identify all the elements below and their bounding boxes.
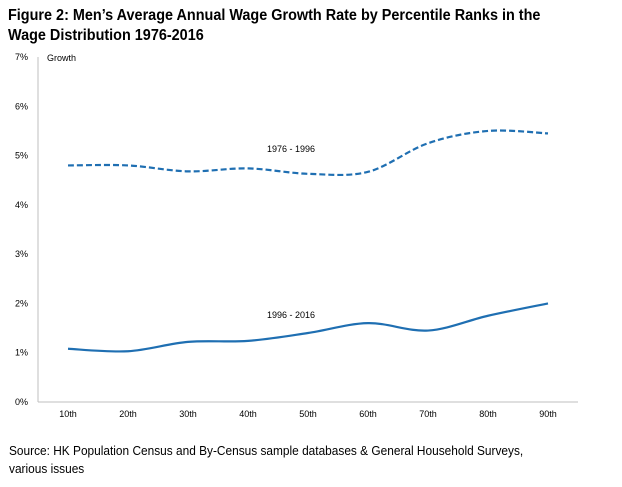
- series-1-point: [127, 350, 129, 352]
- series-1-point: [187, 341, 189, 343]
- y-axis-ticks: 0% 1% 2% 3% 4% 5% 6% 7%: [15, 52, 28, 407]
- figure-title-line-2: Wage Distribution 1976-2016: [8, 27, 204, 44]
- y-tick-label: 7%: [15, 52, 28, 62]
- x-tick-label: 60th: [359, 409, 377, 419]
- y-tick-label: 3%: [15, 249, 28, 259]
- y-tick-label: 6%: [15, 101, 28, 111]
- series-0-point: [67, 164, 69, 166]
- y-tick-label: 0%: [15, 397, 28, 407]
- series-0-point: [187, 170, 189, 172]
- figure-title-line-1: Figure 2: Men’s Average Annual Wage Grow…: [8, 7, 541, 24]
- y-axis-label: Growth: [47, 53, 76, 63]
- source-note-line-2: various issues: [9, 462, 85, 476]
- x-axis-ticks: 10th 20th 30th 40th 50th 60th 70th 80th 90th: [59, 409, 557, 419]
- series-0-point: [487, 130, 489, 132]
- x-tick-label: 30th: [179, 409, 197, 419]
- figure-title: Figure 2: Men’s Average Annual Wage Grow…: [8, 6, 572, 46]
- x-tick-label: 80th: [479, 409, 497, 419]
- series-1-point: [247, 340, 249, 342]
- series-1-point: [367, 322, 369, 324]
- series-0-point: [247, 167, 249, 169]
- series-1-point: [547, 302, 549, 304]
- source-note: Source: HK Population Census and By-Cens…: [9, 442, 583, 478]
- y-tick-label: 5%: [15, 151, 28, 161]
- series-line-1: [67, 302, 549, 353]
- source-note-line-1: Source: HK Population Census and By-Cens…: [9, 444, 524, 458]
- series-line-0: [67, 129, 549, 177]
- series-label-1976-1996: 1976 - 1996: [267, 144, 315, 154]
- series-1-point: [307, 332, 309, 334]
- series-0-point: [367, 171, 369, 173]
- series-1-point: [427, 330, 429, 332]
- x-tick-label: 20th: [119, 409, 137, 419]
- series-0-point: [307, 173, 309, 175]
- series-0-point: [547, 132, 549, 134]
- series-1-point: [487, 315, 489, 317]
- x-tick-label: 90th: [539, 409, 557, 419]
- series-0-point: [127, 164, 129, 166]
- y-tick-label: 4%: [15, 200, 28, 210]
- chart-axes: [37, 57, 578, 403]
- x-tick-label: 70th: [419, 409, 437, 419]
- x-tick-label: 50th: [299, 409, 317, 419]
- series-label-1996-2016: 1996 - 2016: [267, 310, 315, 320]
- y-tick-label: 2%: [15, 298, 28, 308]
- series-0-point: [427, 142, 429, 144]
- x-tick-label: 10th: [59, 409, 77, 419]
- series-1-point: [67, 348, 69, 350]
- x-tick-label: 40th: [239, 409, 257, 419]
- chart-series: [67, 129, 549, 353]
- y-tick-label: 1%: [15, 348, 28, 358]
